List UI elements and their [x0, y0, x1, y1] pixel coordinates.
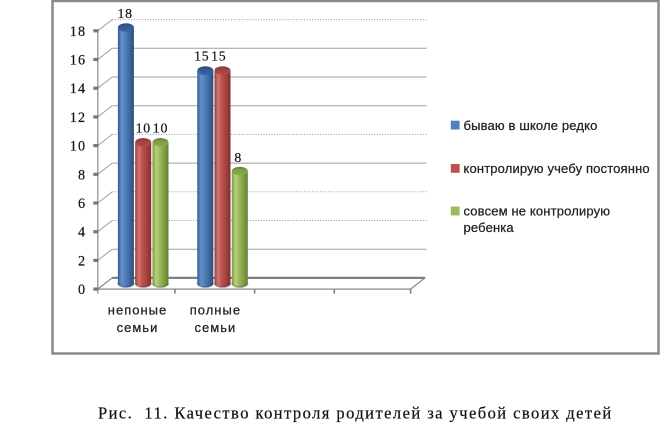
svg-text:16: 16 [70, 53, 87, 69]
svg-text:10: 10 [136, 121, 151, 136]
svg-text:14: 14 [70, 81, 87, 97]
svg-text:18: 18 [117, 6, 132, 21]
svg-text:4: 4 [78, 225, 86, 241]
svg-text:2: 2 [78, 253, 86, 269]
svg-text:полные: полные [190, 303, 241, 318]
svg-text:Рис. 11. Качество контроля ро: Рис. 11. Качество контроля родителей за … [98, 404, 613, 423]
svg-text:10: 10 [70, 139, 87, 155]
svg-text:семьи: семьи [117, 320, 159, 335]
svg-text:0: 0 [78, 282, 86, 298]
svg-text:совсем не контролирую: совсем не контролирую [464, 204, 611, 219]
svg-text:15: 15 [194, 49, 209, 64]
svg-text:8: 8 [234, 150, 242, 165]
svg-text:10: 10 [153, 121, 168, 136]
svg-text:контролирую учебу постоянно: контролирую учебу постоянно [464, 161, 650, 176]
svg-text:15: 15 [211, 49, 226, 64]
svg-text:ребенка: ребенка [464, 220, 515, 235]
svg-text:непоные: непоные [108, 303, 167, 318]
svg-text:6: 6 [78, 196, 86, 212]
svg-text:12: 12 [70, 110, 87, 126]
svg-text:18: 18 [70, 24, 87, 40]
svg-text:семьи: семьи [195, 320, 237, 335]
svg-text:8: 8 [78, 167, 86, 183]
svg-text:бываю в школе редко: бываю в школе редко [464, 118, 598, 133]
